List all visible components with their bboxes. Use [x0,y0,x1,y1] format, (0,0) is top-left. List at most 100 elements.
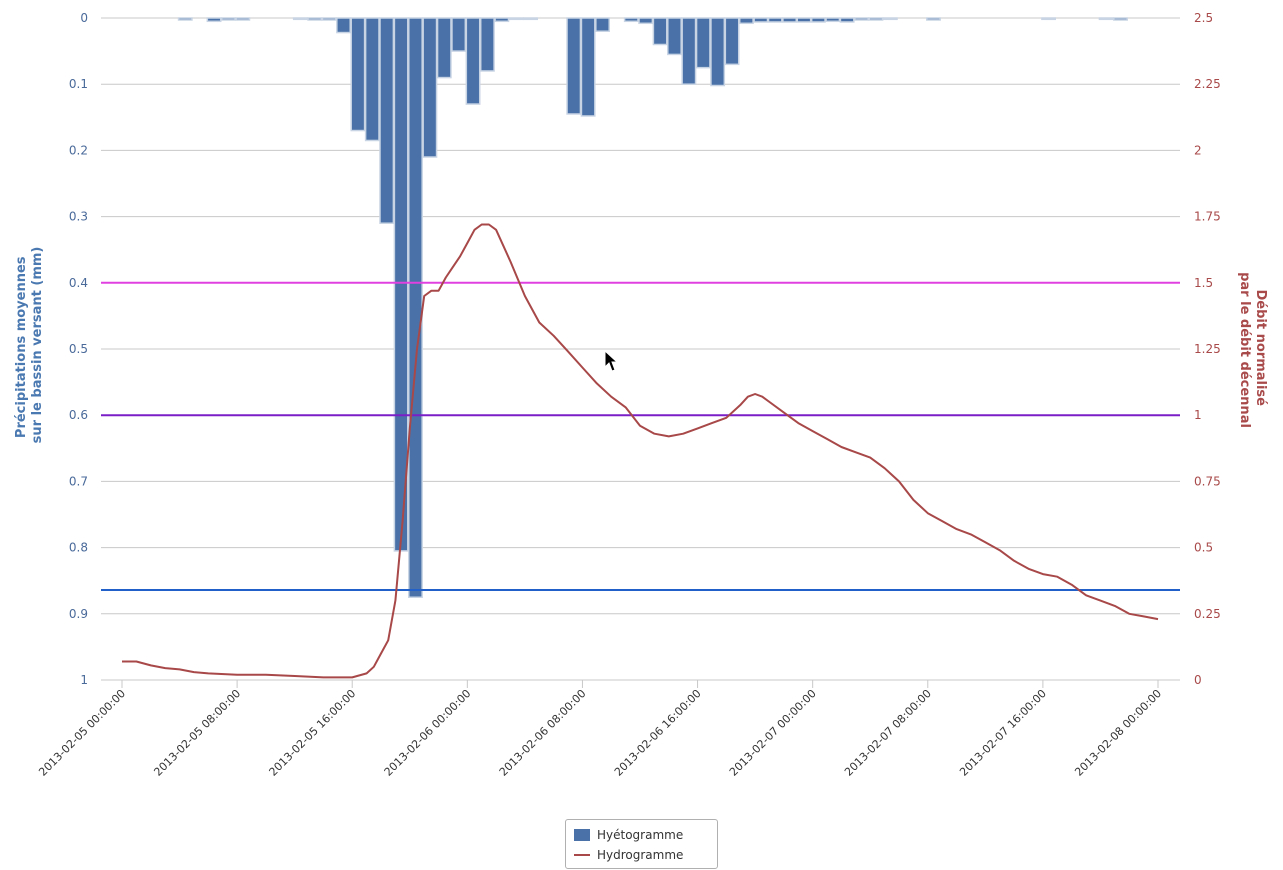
hyetogram-bar[interactable] [451,17,467,52]
hyetogram-bar[interactable] [1098,17,1114,21]
threshold-lines [101,281,1180,591]
hyetogram-bar[interactable] [408,17,423,598]
x-tick-label: 2013-02-05 08:00:00 [151,687,243,779]
right-axis-ticks: 0 0.25 0.5 0.75 1 1.25 1.5 1.75 2 2.25 2.5 [1194,11,1221,687]
x-tick-label: 2013-02-06 08:00:00 [497,687,589,779]
hyetogram-bar[interactable] [206,17,222,23]
left-axis-title: Précipitations moyennes sur le bassin ve… [14,247,45,444]
right-tick-label: 0.75 [1194,474,1221,488]
hyetogram-bar[interactable] [724,17,740,66]
hyetogram-bar[interactable] [307,17,323,21]
legend-item-hyetogramme[interactable]: Hyétogramme [574,825,709,845]
hyetogram-bar[interactable] [436,17,452,79]
hyetogram-bar[interactable] [796,17,812,23]
hyetogram-bar[interactable] [753,17,769,23]
left-tick-label: 1 [80,673,88,687]
hyetogram-bar[interactable] [882,17,898,21]
x-tick-label: 2013-02-06 00:00:00 [382,687,474,779]
x-tick-label: 2013-02-05 16:00:00 [267,687,359,779]
left-tick-label: 0.3 [69,210,88,224]
hyetogram-bar[interactable] [623,17,639,23]
hyetogram-bar[interactable] [479,17,495,72]
hyetogram-bar[interactable] [523,17,539,21]
right-axis-title: Débit normalisé par le débit décennal [1237,272,1268,428]
x-tick-label: 2013-02-07 00:00:00 [727,687,819,779]
hyetogram-bar[interactable] [1041,17,1057,21]
hyetogram-bar[interactable] [667,17,682,56]
hyetogram-bar[interactable] [638,17,654,25]
legend-item-hydrogramme[interactable]: Hydrogramme [574,845,709,865]
left-tick-label: 0.6 [69,408,88,422]
left-tick-label: 0.9 [69,607,88,621]
x-tick-label: 2013-02-07 16:00:00 [957,687,1049,779]
hyetogram-bar[interactable] [177,17,193,21]
hyetogram-bar[interactable] [235,17,251,21]
legend[interactable]: Hyétogramme Hydrogramme [565,819,718,869]
hyetogram-bar[interactable] [926,17,941,21]
hyetogram-bar[interactable] [336,17,351,34]
hyetogram-bar[interactable] [782,17,798,23]
right-axis-title-line-2: par le débit décennal [1237,272,1252,428]
hydrogram-path[interactable] [122,223,1159,679]
right-tick-label: 1 [1194,408,1202,422]
hyetogram-bar[interactable] [566,17,582,115]
x-axis-ticks: 2013-02-05 00:00:00 2013-02-05 08:00:00 20… [36,680,1164,779]
legend-swatch-hyetogramme [574,829,590,841]
hyetogram-bar[interactable] [652,17,668,46]
left-axis-title-line-2: sur le bassin versant (mm) [30,247,45,444]
hyetogram-bar[interactable] [220,17,236,21]
left-tick-label: 0.1 [69,77,88,91]
right-tick-label: 1.75 [1194,210,1221,224]
hyetogram-bar[interactable] [465,17,481,105]
right-tick-label: 0.25 [1194,607,1221,621]
right-tick-label: 2 [1194,143,1202,157]
hyetogram-bar[interactable] [868,17,884,21]
x-tick-label: 2013-02-07 08:00:00 [842,687,934,779]
hyetogram-bar[interactable] [364,17,380,142]
left-tick-label: 0.8 [69,541,88,555]
hyetogram-bar[interactable] [695,17,711,69]
right-tick-label: 1.5 [1194,276,1213,290]
x-tick-label: 2013-02-08 00:00:00 [1072,687,1164,779]
hyetogram-bar[interactable] [422,17,438,158]
hyetogram-bar[interactable] [494,17,510,23]
hyetogram-bar[interactable] [292,17,308,21]
hyetogram-bar[interactable] [854,17,869,21]
left-tick-label: 0.7 [69,474,88,488]
right-tick-label: 2.25 [1194,77,1221,91]
hydrogram-line [122,223,1159,679]
left-axis-ticks: 0 0.1 0.2 0.3 0.4 0.5 0.6 0.7 0.8 0.9 1 [69,11,88,687]
legend-swatch-hydrogramme [574,854,590,856]
hyetogram-bar[interactable] [393,17,409,552]
hyetogram-bars [177,17,1128,598]
right-tick-label: 0 [1194,673,1202,687]
left-tick-label: 0.4 [69,276,88,290]
hyetogram-bar[interactable] [508,17,524,21]
left-tick-label: 0.5 [69,342,88,356]
right-tick-label: 2.5 [1194,11,1213,25]
legend-label-hydrogramme: Hydrogramme [597,848,684,862]
hyetogram-bar[interactable] [839,17,855,23]
hyetogram-bar[interactable] [379,17,395,224]
left-axis-title-line-1: Précipitations moyennes [14,256,29,438]
x-tick-label: 2013-02-06 16:00:00 [612,687,704,779]
hyetogram-bar[interactable] [810,17,826,23]
right-tick-label: 1.25 [1194,342,1221,356]
legend-label-hyetogramme: Hyétogramme [597,828,684,842]
mouse-pointer-icon [604,350,619,372]
hyetogram-bar[interactable] [1113,17,1128,21]
hyetogram-bar[interactable] [825,17,841,23]
right-axis-title-line-1: Débit normalisé [1253,289,1268,406]
grid-lines [101,17,1180,681]
hyetogram-bar[interactable] [738,17,754,25]
hyetogram-bar[interactable] [595,17,610,32]
x-tick-label: 2013-02-05 00:00:00 [36,687,128,779]
hyetogram-bar[interactable] [710,17,726,87]
hyetogram-bar[interactable] [350,17,366,132]
hyetogram-bar[interactable] [681,17,697,85]
hyetogram-bar[interactable] [767,17,783,23]
hyetogram-bar[interactable] [580,17,596,117]
left-tick-label: 0.2 [69,143,88,157]
hyetogram-bar[interactable] [321,17,337,21]
